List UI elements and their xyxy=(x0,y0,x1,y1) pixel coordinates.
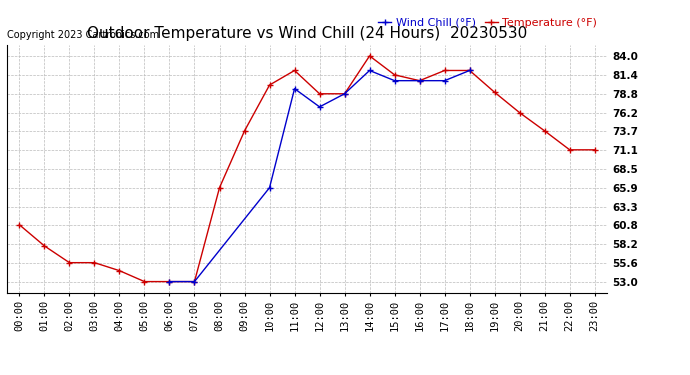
Line: Wind Chill (°F): Wind Chill (°F) xyxy=(167,68,473,284)
Temperature (°F) xyxy=(440,68,449,73)
Wind Chill (°F) xyxy=(266,185,274,190)
Temperature (°F) xyxy=(491,90,499,94)
Temperature (°F) xyxy=(190,279,199,284)
Title: Outdoor Temperature vs Wind Chill (24 Hours)  20230530: Outdoor Temperature vs Wind Chill (24 Ho… xyxy=(87,26,527,41)
Wind Chill (°F) xyxy=(415,78,424,83)
Legend: Wind Chill (°F), Temperature (°F): Wind Chill (°F), Temperature (°F) xyxy=(373,13,602,32)
Temperature (°F) xyxy=(166,279,174,284)
Wind Chill (°F) xyxy=(190,279,199,284)
Temperature (°F) xyxy=(566,148,574,152)
Temperature (°F) xyxy=(215,185,224,190)
Line: Temperature (°F): Temperature (°F) xyxy=(17,53,598,284)
Temperature (°F) xyxy=(66,260,74,265)
Temperature (°F) xyxy=(140,279,148,284)
Temperature (°F) xyxy=(366,54,374,58)
Wind Chill (°F) xyxy=(340,92,348,96)
Temperature (°F) xyxy=(515,111,524,115)
Temperature (°F) xyxy=(290,68,299,73)
Temperature (°F) xyxy=(266,83,274,87)
Wind Chill (°F) xyxy=(391,78,399,83)
Text: Copyright 2023 Cartronics.com: Copyright 2023 Cartronics.com xyxy=(7,30,159,40)
Temperature (°F) xyxy=(591,148,599,152)
Temperature (°F) xyxy=(415,78,424,83)
Temperature (°F) xyxy=(391,73,399,77)
Temperature (°F) xyxy=(240,129,248,133)
Temperature (°F) xyxy=(15,222,23,227)
Wind Chill (°F) xyxy=(366,68,374,73)
Wind Chill (°F) xyxy=(166,279,174,284)
Temperature (°F) xyxy=(340,92,348,96)
Wind Chill (°F) xyxy=(440,78,449,83)
Temperature (°F) xyxy=(540,129,549,133)
Wind Chill (°F) xyxy=(466,68,474,73)
Temperature (°F) xyxy=(466,68,474,73)
Temperature (°F) xyxy=(115,268,124,273)
Temperature (°F) xyxy=(40,244,48,248)
Temperature (°F) xyxy=(90,260,99,265)
Wind Chill (°F) xyxy=(315,105,324,109)
Temperature (°F) xyxy=(315,92,324,96)
Wind Chill (°F) xyxy=(290,86,299,91)
